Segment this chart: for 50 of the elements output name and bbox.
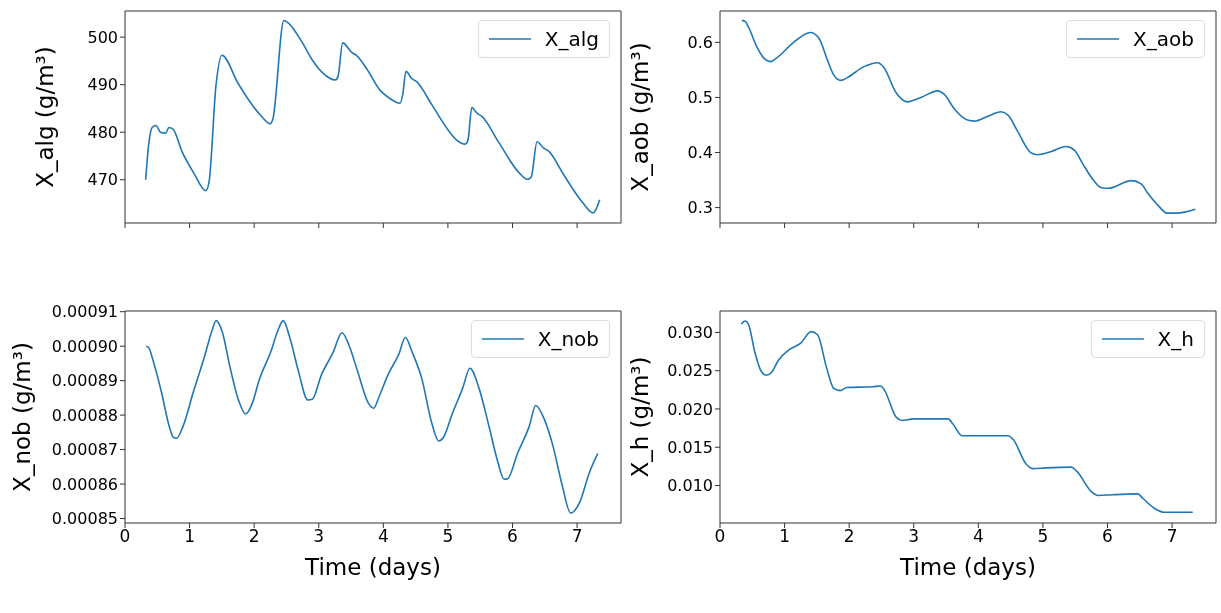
x-tick-label: 3 [313,526,325,547]
legend-label: X_nob [537,327,599,351]
line-series [741,19,1197,214]
x-tick-label: 7 [571,526,583,547]
x-tick-label: 2 [843,526,855,547]
y-tick-label: 0.00087 [51,440,118,460]
y-tick-label: 0.4 [687,143,713,163]
y-tick-label: 0.00088 [51,405,118,425]
line-series [145,319,599,514]
y-tick-label: 0.025 [667,361,713,381]
y-tick-label: 0.3 [687,198,713,218]
x-tick-label: 2 [248,526,260,547]
y-tick-label: 480 [87,122,118,142]
y-axis-title: X_alg (g/m³) [32,46,59,188]
y-tick-label: 490 [87,75,118,95]
x-tick-label: 3 [908,526,920,547]
x-tick-label: 5 [442,526,454,547]
y-tick-label: 0.00086 [51,474,118,494]
y-tick-label: 0.030 [667,323,713,343]
x-axis-title: Time (days) [304,554,441,580]
y-axis-title: X_nob (g/m³) [9,342,36,492]
legend-label: X_h [1157,327,1194,351]
y-tick-label: 0.5 [687,88,713,108]
y-tick-label: 0.00089 [51,371,118,391]
x-tick-label: 6 [507,526,518,547]
y-tick-label: 0.015 [667,437,713,457]
legend-label: X_aob [1133,27,1194,51]
y-tick-label: 0.00090 [51,336,118,356]
y-tick-label: 470 [87,170,118,190]
x-tick-label: 1 [779,526,790,547]
y-tick-label: 0.00091 [51,302,118,322]
x-tick-label: 4 [377,526,389,547]
y-tick-label: 0.010 [667,476,713,496]
y-tick-label: 500 [87,27,118,47]
x-tick-label: 0 [119,526,131,547]
legend-label: X_alg [544,27,599,51]
x-tick-label: 6 [1102,526,1113,547]
x-axis-title: Time (days) [899,554,1036,580]
x-tick-label: 7 [1166,526,1178,547]
y-tick-label: 0.00085 [51,509,118,529]
x-tick-label: 1 [184,526,195,547]
x-tick-label: 0 [714,526,726,547]
line-series [144,19,601,214]
x-tick-label: 5 [1037,526,1049,547]
y-tick-label: 0.020 [667,399,713,419]
line-series [740,320,1194,514]
y-axis-title: X_h (g/m³) [627,356,654,478]
y-axis-title: X_aob (g/m³) [627,42,654,192]
x-tick-label: 4 [972,526,984,547]
y-tick-label: 0.6 [687,33,713,53]
